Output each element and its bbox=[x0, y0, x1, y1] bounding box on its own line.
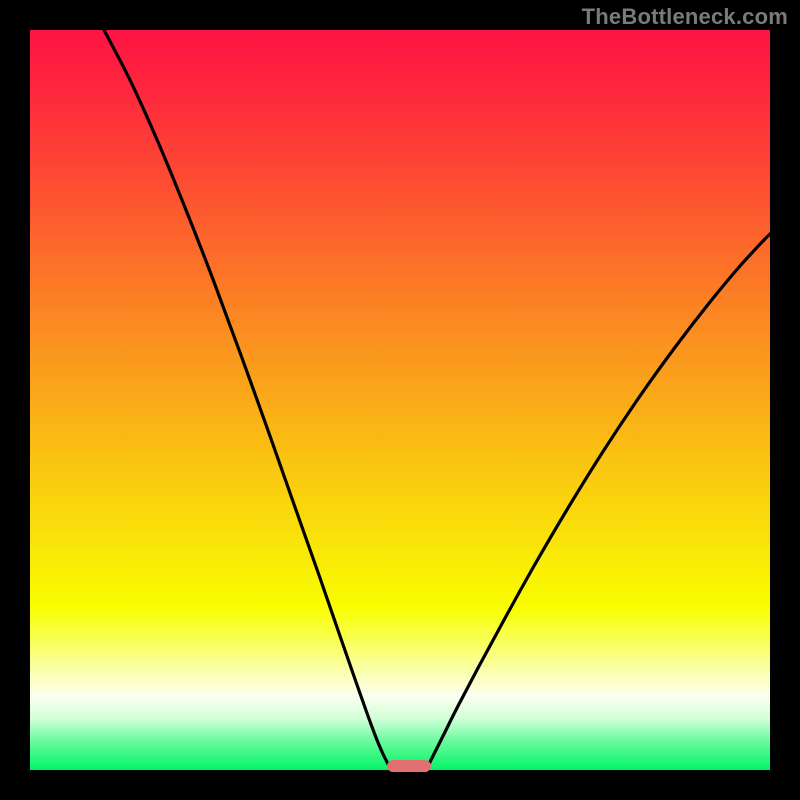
plot-background bbox=[30, 30, 770, 770]
chart-container: TheBottleneck.com bbox=[0, 0, 800, 800]
notch-marker bbox=[387, 760, 431, 772]
bottleneck-chart bbox=[0, 0, 800, 800]
watermark-text: TheBottleneck.com bbox=[582, 4, 788, 30]
